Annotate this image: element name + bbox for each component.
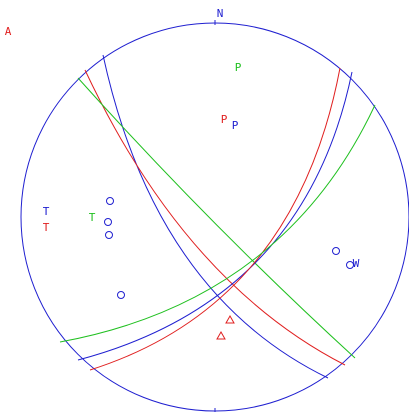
corner-label: A bbox=[5, 25, 12, 38]
station bbox=[105, 231, 113, 239]
plane-red-1 bbox=[84, 69, 346, 366]
plane-red-2 bbox=[89, 67, 341, 371]
plane-green-1 bbox=[77, 77, 356, 359]
triangle bbox=[216, 330, 226, 340]
station bbox=[117, 291, 125, 299]
p-axis-label: P bbox=[221, 113, 228, 126]
station bbox=[106, 197, 114, 205]
plane-green-2 bbox=[59, 104, 376, 343]
t-axis-label: T bbox=[89, 211, 96, 224]
station bbox=[332, 247, 340, 255]
p-axis-label: P bbox=[235, 61, 242, 74]
net-circle bbox=[20, 22, 409, 412]
plane-blue-1 bbox=[102, 54, 329, 379]
station-label: W bbox=[353, 257, 360, 270]
north-label: N bbox=[217, 7, 224, 20]
station bbox=[104, 218, 112, 226]
plane-blue-2 bbox=[77, 71, 353, 361]
p-axis-label: P bbox=[232, 119, 239, 132]
triangle bbox=[225, 314, 235, 324]
t-axis-label: T bbox=[43, 205, 50, 218]
station bbox=[346, 261, 354, 269]
triangle-symbols bbox=[216, 314, 235, 340]
t-axis-label: T bbox=[43, 221, 50, 234]
station-symbols bbox=[104, 197, 354, 299]
